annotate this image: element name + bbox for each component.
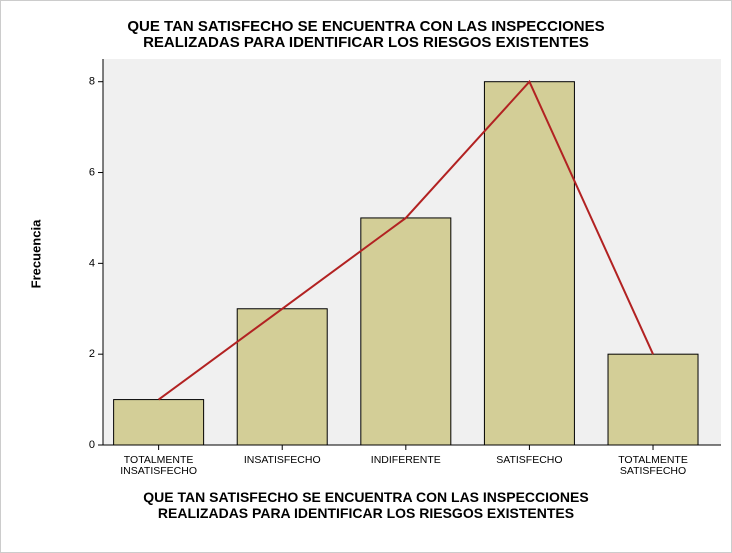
- bar: [607, 353, 699, 446]
- y-tick-label: 0: [89, 439, 95, 451]
- y-tick-label: 8: [89, 76, 95, 88]
- bar: [483, 81, 575, 446]
- x-tick-label: TOTALMENTE SATISFECHO: [618, 454, 688, 477]
- bar: [360, 217, 452, 446]
- y-axis-label: Frecuencia: [28, 219, 43, 288]
- y-tick-label: 6: [89, 166, 95, 178]
- bar: [113, 399, 205, 446]
- x-tick-label: INDIFERENTE: [370, 454, 441, 466]
- line: [158, 79, 654, 401]
- y-tick-label: 4: [89, 257, 95, 269]
- x-axis-label: QUE TAN SATISFECHO SE ENCUENTRA CON LAS …: [143, 489, 589, 521]
- y-tick-label: 2: [89, 348, 95, 360]
- x-tick-label: INSATISFECHO: [243, 454, 321, 466]
- bar: [236, 308, 328, 446]
- x-tick-label: TOTALMENTE INSATISFECHO: [120, 454, 198, 477]
- x-tick-label: SATISFECHO: [496, 454, 563, 466]
- chart-title: QUE TAN SATISFECHO SE ENCUENTRA CON LAS …: [127, 18, 605, 51]
